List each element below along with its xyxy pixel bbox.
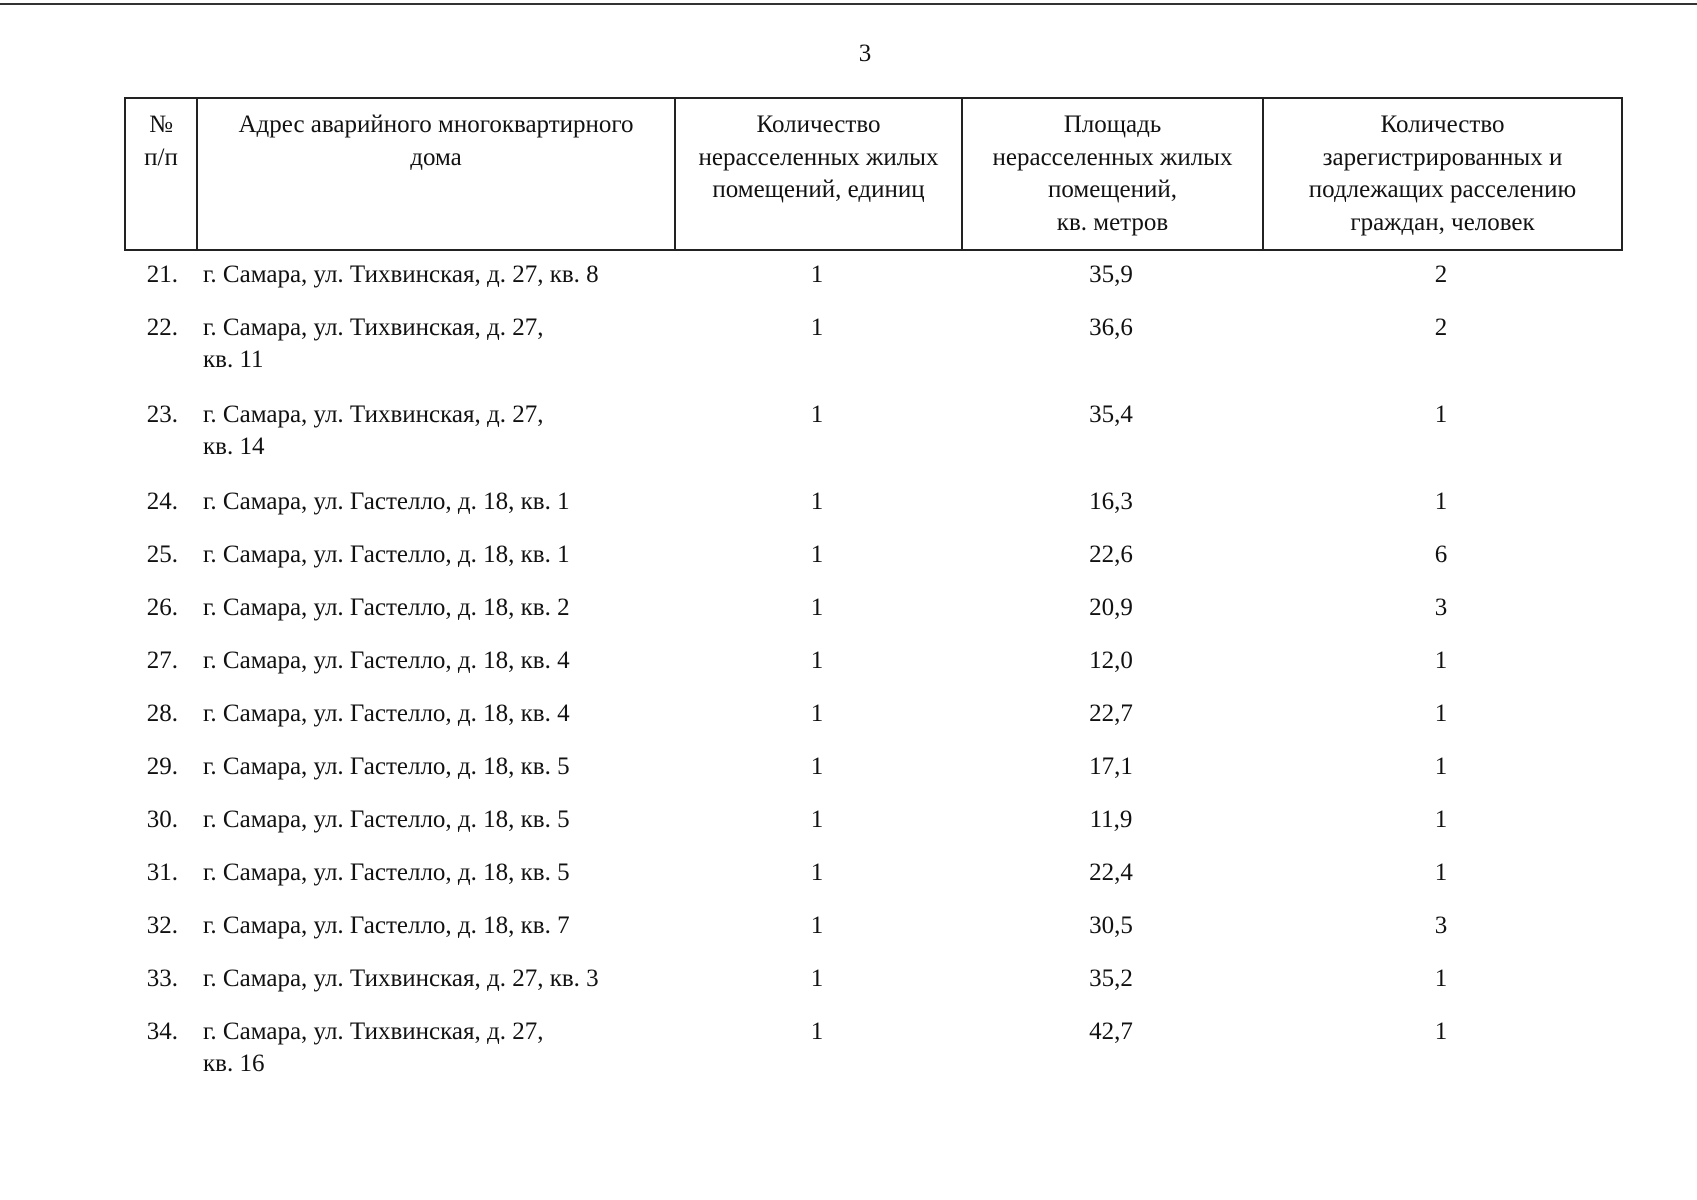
cell-value: 35,2 [1089,965,1133,992]
cell-value: 42,7 [1089,1018,1133,1045]
row-number: 29. [146,753,178,780]
row-number: 33. [146,965,178,992]
row-number: 28. [146,700,178,727]
address: г. Самара, ул. Гастелло, д. 18, кв. 5 [203,753,570,780]
address: г. Самара, ул. Гастелло, д. 18, кв. 4 [203,700,570,727]
cell-value: 1 [1434,700,1448,727]
row-number: 22. [146,314,178,341]
cell-value: 1 [810,401,824,428]
address: г. Самара, ул. Тихвинская, д. 27, кв. 11 [203,314,544,373]
cell-value: 1 [810,859,824,886]
cell-value: 17,1 [1089,753,1133,780]
cell-value: 1 [1434,753,1448,780]
cell-value: 1 [810,1018,824,1045]
address: г. Самара, ул. Гастелло, д. 18, кв. 1 [203,541,570,568]
row-number: 26. [146,594,178,621]
cell-value: 35,9 [1089,261,1133,288]
cell-value: 20,9 [1089,594,1133,621]
cell-value: 12,0 [1089,647,1133,674]
cell-value: 36,6 [1089,314,1133,341]
header-cell: № п/п [124,97,198,251]
cell-value: 1 [810,965,824,992]
cell-value: 2 [1434,261,1448,288]
row-number: 30. [146,806,178,833]
cell-value: 22,7 [1089,700,1133,727]
row-number: 24. [146,488,178,515]
cell-value: 1 [1434,806,1448,833]
address: г. Самара, ул. Тихвинская, д. 27, кв. 3 [203,965,599,992]
row-number: 27. [146,647,178,674]
address: г. Самара, ул. Тихвинская, д. 27, кв. 16 [203,1018,544,1077]
header-cell: Площадь нерасселенных жилых помещений, к… [961,97,1264,251]
cell-value: 1 [810,647,824,674]
cell-value: 1 [1434,488,1448,515]
cell-value: 1 [810,753,824,780]
cell-value: 22,4 [1089,859,1133,886]
cell-value: 1 [810,541,824,568]
address: г. Самара, ул. Гастелло, д. 18, кв. 1 [203,488,570,515]
row-number: 25. [146,541,178,568]
cell-value: 1 [810,314,824,341]
cell-value: 35,4 [1089,401,1133,428]
cell-value: 1 [1434,1018,1448,1045]
cell-value: 1 [810,806,824,833]
address: г. Самара, ул. Гастелло, д. 18, кв. 7 [203,912,570,939]
cell-value: 1 [1434,401,1448,428]
cell-value: 1 [810,594,824,621]
row-number: 23. [146,401,178,428]
cell-value: 22,6 [1089,541,1133,568]
header-cell: Количество нерасселенных жилых помещений… [674,97,963,251]
cell-value: 3 [1434,912,1448,939]
header-cell: Количество зарегистрированных и подлежащ… [1262,97,1623,251]
cell-value: 2 [1434,314,1448,341]
address: г. Самара, ул. Гастелло, д. 18, кв. 5 [203,806,570,833]
address: г. Самара, ул. Гастелло, д. 18, кв. 2 [203,594,570,621]
top-rule [0,3,1697,5]
cell-value: 1 [810,488,824,515]
page-number: 3 [858,40,872,67]
cell-value: 1 [1434,965,1448,992]
header-cell: Адрес аварийного многоквартирного дома [196,97,676,251]
cell-value: 1 [810,912,824,939]
address: г. Самара, ул. Гастелло, д. 18, кв. 4 [203,647,570,674]
cell-value: 1 [810,700,824,727]
row-number: 31. [146,859,178,886]
cell-value: 1 [1434,859,1448,886]
cell-value: 6 [1434,541,1448,568]
cell-value: 30,5 [1089,912,1133,939]
cell-value: 1 [1434,647,1448,674]
address: г. Самара, ул. Тихвинская, д. 27, кв. 14 [203,401,544,460]
cell-value: 11,9 [1089,806,1133,833]
cell-value: 3 [1434,594,1448,621]
cell-value: 1 [810,261,824,288]
row-number: 21. [146,261,178,288]
address: г. Самара, ул. Гастелло, д. 18, кв. 5 [203,859,570,886]
row-number: 32. [146,912,178,939]
address: г. Самара, ул. Тихвинская, д. 27, кв. 8 [203,261,599,288]
row-number: 34. [146,1018,178,1045]
cell-value: 16,3 [1089,488,1133,515]
